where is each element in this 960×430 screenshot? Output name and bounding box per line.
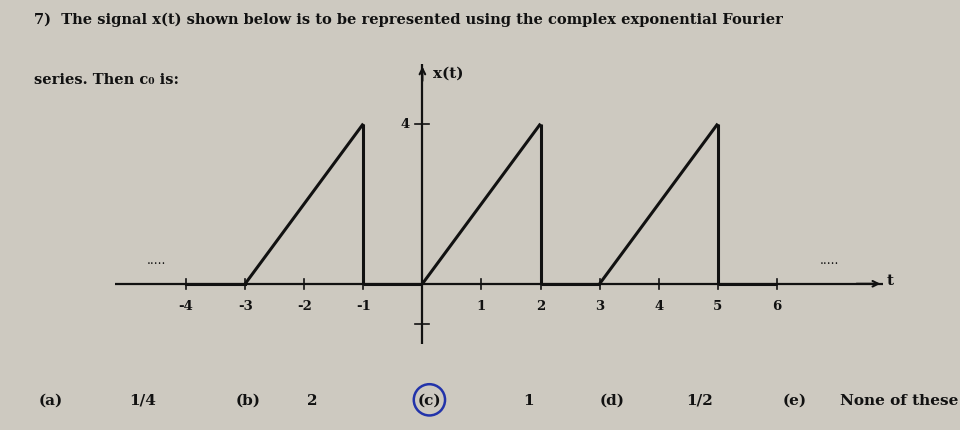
Text: 1/2: 1/2: [686, 393, 713, 407]
Text: -4: -4: [179, 299, 194, 312]
Text: 1/4: 1/4: [130, 393, 156, 407]
Text: (d): (d): [600, 393, 625, 407]
Text: .....: .....: [147, 254, 166, 267]
Text: (c): (c): [418, 393, 442, 407]
Text: 3: 3: [595, 299, 604, 312]
Text: 7)  The signal x(t) shown below is to be represented using the complex exponenti: 7) The signal x(t) shown below is to be …: [34, 13, 782, 27]
Text: (a): (a): [38, 393, 62, 407]
Text: -3: -3: [238, 299, 252, 312]
Text: t: t: [886, 273, 893, 287]
Text: 4: 4: [654, 299, 663, 312]
Text: series. Then c₀ is:: series. Then c₀ is:: [34, 73, 179, 87]
Text: -1: -1: [356, 299, 371, 312]
Text: 5: 5: [713, 299, 723, 312]
Text: 6: 6: [772, 299, 781, 312]
Text: 4: 4: [400, 118, 409, 131]
Text: 1: 1: [477, 299, 486, 312]
Text: (b): (b): [235, 393, 260, 407]
Text: x(t): x(t): [433, 67, 464, 80]
Text: -2: -2: [297, 299, 312, 312]
Text: .....: .....: [821, 254, 840, 267]
Text: 2: 2: [536, 299, 545, 312]
Text: 1: 1: [523, 393, 534, 407]
Text: (e): (e): [782, 393, 806, 407]
Text: 2: 2: [307, 393, 318, 407]
Text: None of these: None of these: [840, 393, 958, 407]
